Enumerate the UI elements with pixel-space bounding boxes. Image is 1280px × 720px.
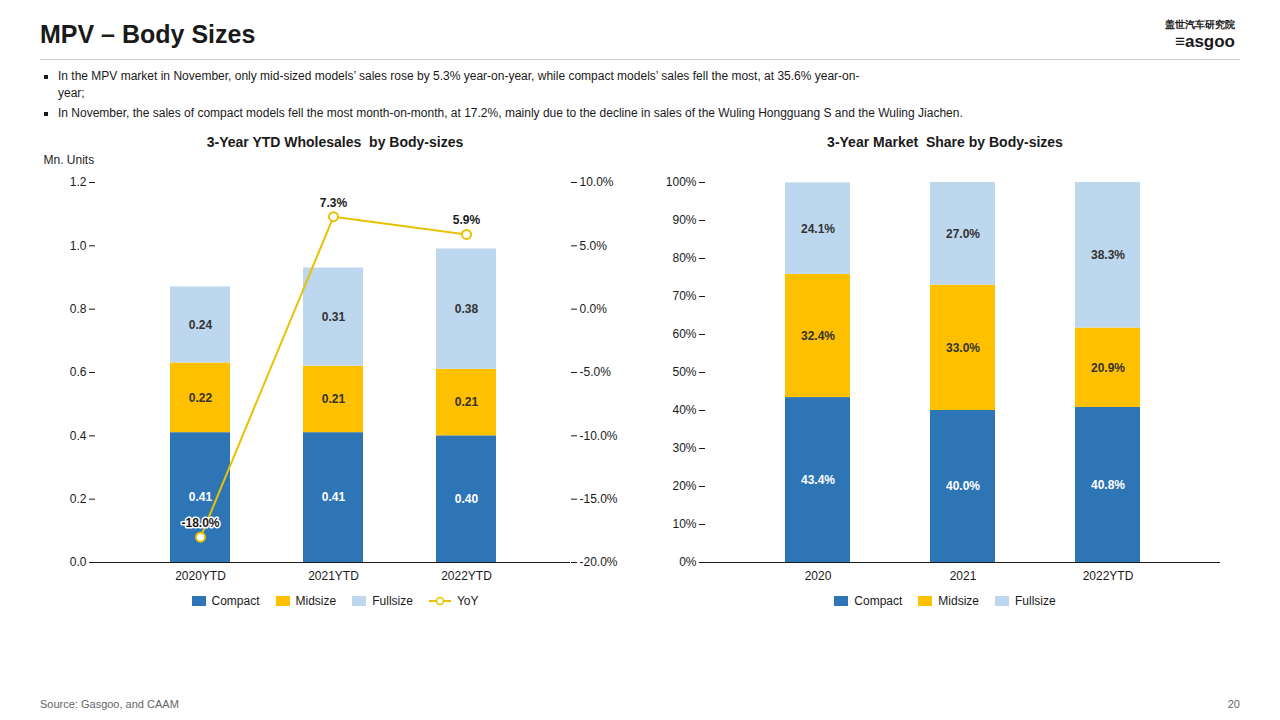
svg-text:-10.0%: -10.0% [580,429,618,443]
html-text:year;: year; [58,86,85,100]
svg-text:2021: 2021 [950,569,977,583]
svg-text:-20.0%: -20.0% [580,555,618,569]
svg-text:60%: 60% [672,327,696,341]
html-text:MPV – Body Sizes: MPV – Body Sizes [40,20,256,48]
svg-text:7.3%: 7.3% [320,196,348,210]
svg-text:90%: 90% [672,213,696,227]
svg-text:2020YTD: 2020YTD [175,569,226,583]
svg-text:20%: 20% [672,479,696,493]
svg-text:30%: 30% [672,441,696,455]
html-text:In November, the sales of comp: In November, the sales of compact models… [58,106,963,120]
svg-text:0.0%: 0.0% [580,302,608,316]
svg-text:10.0%: 10.0% [580,175,614,189]
html-text:Midsize: Midsize [938,594,979,608]
svg-text:0.4: 0.4 [70,429,87,443]
svg-text:-15.0%: -15.0% [580,492,618,506]
svg-text:2021YTD: 2021YTD [308,569,359,583]
svg-text:40.0%: 40.0% [946,479,980,493]
svg-text:0.22: 0.22 [189,391,213,405]
svg-text:100%: 100% [666,175,697,189]
svg-text:0.21: 0.21 [455,395,479,409]
svg-text:0.2: 0.2 [70,492,87,506]
html-text:Source: Gasgoo, and CAAM: Source: Gasgoo, and CAAM [40,698,179,710]
svg-text:-18.0%: -18.0% [181,516,219,530]
svg-text:-5.0%: -5.0% [580,365,612,379]
svg-text:0.24: 0.24 [189,318,213,332]
svg-text:40%: 40% [672,403,696,417]
html-text:Compact: Compact [854,594,903,608]
svg-text:0%: 0% [679,555,697,569]
svg-text:0.6: 0.6 [70,365,87,379]
svg-text:0.21: 0.21 [322,392,346,406]
svg-text:5.0%: 5.0% [580,239,608,253]
svg-text:0.41: 0.41 [189,490,213,504]
svg-text:0.0: 0.0 [70,555,87,569]
svg-text:Mn. Units: Mn. Units [44,153,95,167]
html-text:Fullsize: Fullsize [372,594,413,608]
svg-text:0.40: 0.40 [455,492,479,506]
svg-text:40.8%: 40.8% [1091,478,1125,492]
svg-text:10%: 10% [672,517,696,531]
svg-text:0.8: 0.8 [70,302,87,316]
svg-text:0.41: 0.41 [322,490,346,504]
svg-text:50%: 50% [672,365,696,379]
svg-text:43.4%: 43.4% [801,473,835,487]
svg-text:33.0%: 33.0% [946,341,980,355]
html-text:3-Year YTD Wholesales by Body-: 3-Year YTD Wholesales by Body-sizes [206,134,464,150]
svg-text:1.2: 1.2 [70,175,87,189]
html-text:In the MPV market in November,: In the MPV market in November, only mid-… [58,69,860,83]
svg-text:2022YTD: 2022YTD [441,569,492,583]
svg-text:70%: 70% [672,289,696,303]
html-text:20: 20 [1227,698,1240,710]
html-text:Fullsize: Fullsize [1015,594,1056,608]
html-text:3-Year Market Share by Body-si: 3-Year Market Share by Body-sizes [827,134,1063,150]
html-text:Midsize: Midsize [295,594,337,608]
svg-text:0.31: 0.31 [322,310,346,324]
svg-text:24.1%: 24.1% [801,222,835,236]
svg-text:0.38: 0.38 [455,302,479,316]
svg-text:2022YTD: 2022YTD [1083,569,1134,583]
html-text:盖世汽车研究院: 盖世汽车研究院 [1165,19,1235,30]
svg-text:20.9%: 20.9% [1091,361,1125,375]
svg-text:38.3%: 38.3% [1091,248,1125,262]
svg-text:1.0: 1.0 [70,239,87,253]
html-text:≡asgoo: ≡asgoo [1175,32,1235,51]
svg-text:80%: 80% [672,251,696,265]
svg-text:2020: 2020 [805,569,832,583]
html-text:Compact: Compact [211,594,260,608]
html-text:YoY: YoY [456,594,479,608]
svg-text:32.4%: 32.4% [801,329,835,343]
svg-text:5.9%: 5.9% [453,213,481,227]
svg-text:27.0%: 27.0% [946,227,980,241]
